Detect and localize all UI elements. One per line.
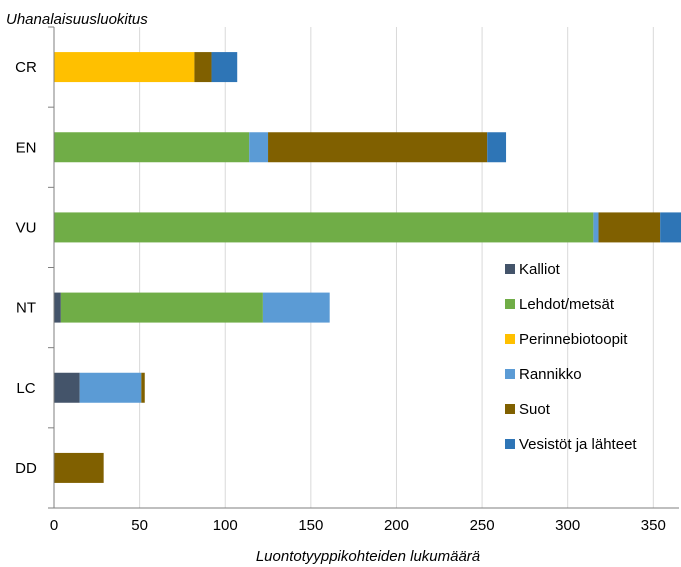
bars: [54, 52, 681, 483]
bar-segment: [54, 212, 594, 243]
legend-label: Rannikko: [519, 366, 582, 383]
x-tick-label: 300: [555, 517, 580, 534]
bar-segment: [268, 132, 488, 163]
bar-segment: [487, 132, 507, 163]
x-tick-label: 100: [213, 517, 238, 534]
bar-segment: [54, 452, 104, 483]
legend-label: Vesistöt ja lähteet: [519, 436, 637, 453]
gridlines: [139, 27, 654, 508]
bar-segment: [141, 372, 145, 403]
legend-swatch: [505, 299, 515, 309]
legend-swatch: [505, 264, 515, 274]
bar-segment: [262, 292, 330, 323]
x-tick-label: 50: [131, 517, 148, 534]
category-label: VU: [16, 219, 37, 236]
axes: 0 50 100 150 200 250 300 350 CR EN VU NT LC DD: [15, 26, 679, 534]
legend-label: Lehdot/metsät: [519, 296, 615, 313]
category-label: CR: [15, 59, 37, 76]
category-label: LC: [16, 380, 35, 397]
bar-segment: [79, 372, 142, 403]
legend-label: Suot: [519, 401, 551, 418]
bar-segment: [54, 372, 80, 403]
legend-swatch: [505, 369, 515, 379]
y-axis-title: Uhanalaisuusluokitus: [6, 11, 148, 28]
bar-segment: [194, 52, 212, 83]
x-tick-label: 200: [384, 517, 409, 534]
legend-swatch: [505, 404, 515, 414]
bar-segment: [660, 212, 681, 243]
x-axis-title: Luontotyyppikohteiden lukumäärä: [256, 548, 480, 565]
category-label: EN: [16, 139, 37, 156]
legend-swatch: [505, 439, 515, 449]
bar-segment: [249, 132, 269, 163]
x-tick-label: 250: [470, 517, 495, 534]
bar-segment: [598, 212, 661, 243]
bar-segment: [593, 212, 599, 243]
bar-segment: [54, 52, 195, 83]
bar-segment: [211, 52, 238, 83]
category-label: NT: [16, 300, 36, 317]
category-label: DD: [15, 460, 37, 477]
bar-segment: [60, 292, 263, 323]
bar-segment: [54, 292, 61, 323]
legend-label: Kalliot: [519, 261, 561, 278]
legend: Kalliot Lehdot/metsät Perinnebiotoopit Rann…: [505, 261, 637, 453]
x-tick-label: 350: [641, 517, 666, 534]
bar-segment: [54, 132, 250, 163]
x-tick-label: 150: [298, 517, 323, 534]
x-tick-label: 0: [50, 517, 58, 534]
legend-swatch: [505, 334, 515, 344]
legend-label: Perinnebiotoopit: [519, 331, 628, 348]
